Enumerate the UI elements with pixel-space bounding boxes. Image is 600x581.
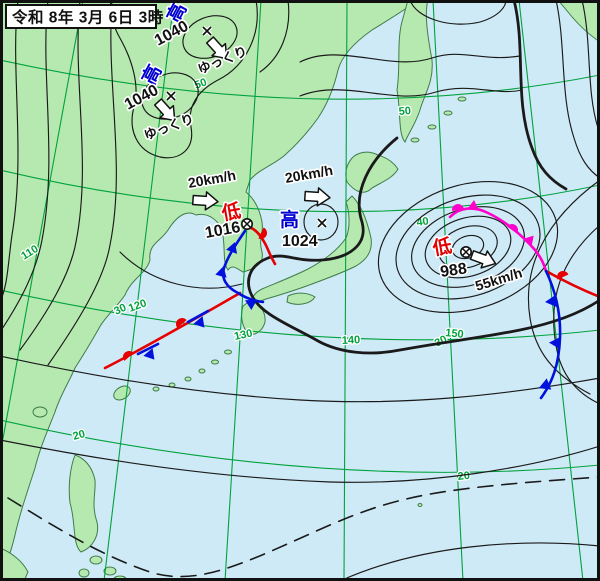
lat-label-20-left: 20: [72, 428, 87, 443]
lon-label-130: 130: [233, 327, 253, 343]
lat-label-20-right: 20: [457, 470, 470, 483]
small-island: [417, 503, 423, 507]
ryukyu-islands: [152, 349, 232, 392]
sakhalin-island: [396, 0, 433, 143]
pressure-value: 988: [439, 260, 468, 281]
occluded-front-988: [448, 200, 548, 273]
shikoku-island: [286, 292, 316, 305]
low-symbol: 低: [430, 234, 454, 260]
meridian-150e: [432, 0, 464, 581]
asian-continent: [0, 0, 419, 576]
meridian-110e: [0, 0, 84, 458]
kuril-islands: [410, 96, 467, 143]
lon-label-140: 140: [342, 334, 361, 347]
cold-front-1016: [215, 229, 247, 295]
meridian-160e: [518, 0, 584, 581]
chart-title: 令和 8年 3月 6日 3時: [11, 8, 164, 27]
meridian-120e: [103, 0, 175, 581]
fronts: [103, 200, 600, 400]
dashed-isoline: [7, 476, 600, 578]
high-center-mark: [165, 90, 177, 102]
warm-front-988: [544, 269, 600, 299]
lon-label-150: 150: [445, 327, 465, 341]
hainan-island: [32, 406, 48, 418]
low-center-mark: [241, 218, 253, 230]
warm-front-1016: [247, 225, 277, 266]
high-center-mark: [316, 217, 328, 229]
luzon-island: [68, 454, 99, 553]
parallel-40n: [0, 169, 600, 213]
movement-arrow-icon: [153, 98, 176, 122]
chart-title-box: 令和 8年 3月 6日 3時: [5, 4, 164, 29]
movement-arrow-icon: [303, 187, 331, 207]
lat-label-50-right: 50: [398, 105, 411, 118]
movement-arrow-icon: [191, 191, 219, 211]
high-symbol: 高: [280, 208, 299, 231]
cold-front-988: [538, 269, 562, 400]
meridian-140e: [343, 0, 348, 581]
parallel-20n: [0, 419, 600, 473]
high-center-mark: [201, 25, 213, 37]
low-center-mark: [460, 246, 472, 258]
movement-arrow-icon: [205, 36, 228, 60]
movement-arrow-icon: [469, 250, 497, 269]
stationary-front: [103, 291, 265, 370]
pressure-value: 1024: [282, 233, 318, 250]
